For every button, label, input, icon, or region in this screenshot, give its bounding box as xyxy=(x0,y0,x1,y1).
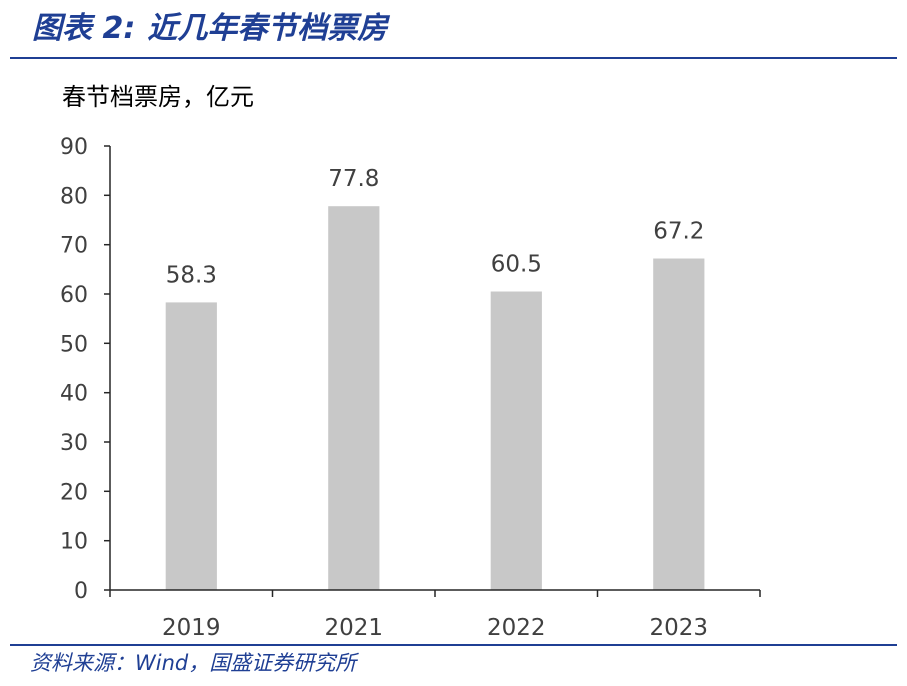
data-label-2019: 58.3 xyxy=(166,262,217,288)
data-label-2022: 60.5 xyxy=(491,252,542,278)
bar-2022 xyxy=(490,291,542,590)
axes-group xyxy=(104,145,761,597)
y-tick-label-0: 0 xyxy=(74,579,88,604)
source-divider xyxy=(10,644,897,646)
title-divider xyxy=(10,57,897,59)
bar-2019 xyxy=(165,302,217,590)
y-tick-label-20: 20 xyxy=(60,480,88,505)
labels-group: 58.3 2019 77.8 2021 60.5 2022 67.2 2023 0 10 20 30 4… xyxy=(60,135,708,641)
y-tick-label-60: 60 xyxy=(60,283,88,308)
y-axis-unit-label: 春节档票房，亿元 xyxy=(62,83,254,111)
chart-title: 近几年春节档票房 xyxy=(147,11,388,46)
source-note: 资料来源：Wind，国盛证券研究所 xyxy=(30,651,357,675)
data-label-2021: 77.8 xyxy=(328,166,379,192)
y-tick-label-40: 40 xyxy=(60,382,88,407)
y-tick-label-10: 10 xyxy=(60,530,88,555)
y-tick-label-90: 90 xyxy=(60,135,88,160)
x-tick-label-2019: 2019 xyxy=(162,615,221,641)
y-tick-label-80: 80 xyxy=(60,184,88,209)
x-tick-label-2021: 2021 xyxy=(325,615,384,641)
y-tick-label-30: 30 xyxy=(60,431,88,456)
bar-2021 xyxy=(328,206,380,590)
y-tick-label-50: 50 xyxy=(60,332,88,357)
y-tick-label-70: 70 xyxy=(60,234,88,259)
x-tick-label-2023: 2023 xyxy=(650,615,709,641)
data-label-2023: 67.2 xyxy=(653,219,704,245)
bar-2023 xyxy=(653,258,705,590)
bars-group xyxy=(165,206,705,590)
figure-title: 图表 2: 近几年春节档票房 xyxy=(32,10,387,48)
x-tick-label-2022: 2022 xyxy=(487,615,546,641)
figure-label: 图表 2: xyxy=(32,11,136,46)
